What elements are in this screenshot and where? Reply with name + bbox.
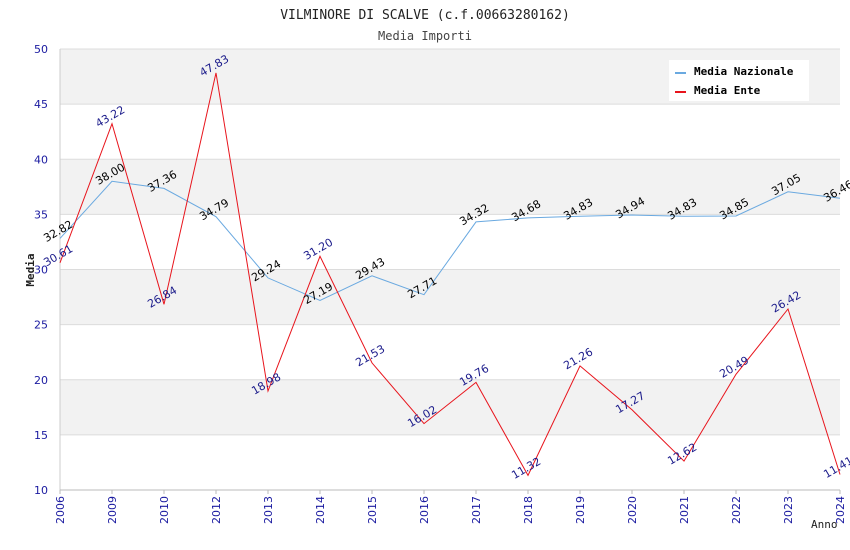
x-tick-label-2018: 2018 xyxy=(522,496,535,524)
x-tick-label-2013: 2013 xyxy=(262,496,275,524)
x-tick-label-2020: 2020 xyxy=(626,496,639,524)
series-line-media-nazionale xyxy=(59,180,841,302)
x-axis-label: Anno xyxy=(811,518,838,531)
legend-box xyxy=(669,60,809,101)
y-tick-labels: 10 15 20 25 30 35 40 45 50 xyxy=(34,43,48,497)
y-tick-label: 30 xyxy=(34,264,48,277)
plot-band xyxy=(60,379,840,435)
legend-label-media-nazionale: Media Nazionale xyxy=(694,65,794,78)
series-line-media-ente xyxy=(59,72,841,477)
y-axis-label: Media xyxy=(24,253,37,286)
axes xyxy=(59,49,841,494)
y-tick-label: 10 xyxy=(34,484,48,497)
y-tick-label: 15 xyxy=(34,429,48,442)
y-tick-label: 45 xyxy=(34,98,48,111)
x-tick-label-2019: 2019 xyxy=(574,496,587,524)
plot-band xyxy=(60,159,840,215)
x-tick-label-2014: 2014 xyxy=(314,496,327,524)
x-tick-label-2017: 2017 xyxy=(470,496,483,524)
x-tick-labels: 2006 2009 2010 2012 2013 2014 2015 2016 2017 2018… xyxy=(54,496,847,524)
y-tick-label: 25 xyxy=(34,319,48,332)
plot-band xyxy=(60,214,840,270)
x-tick-label-2009: 2009 xyxy=(106,496,119,524)
y-tick-label: 40 xyxy=(34,153,48,166)
x-tick-label-2021: 2021 xyxy=(678,496,691,524)
x-tick-label-2015: 2015 xyxy=(366,496,379,524)
x-tick-label-2010: 2010 xyxy=(158,496,171,524)
x-tick-label-2012: 2012 xyxy=(210,496,223,524)
x-tick-label-2023: 2023 xyxy=(782,496,795,524)
plot-bands xyxy=(60,49,840,490)
x-tick-label-2022: 2022 xyxy=(730,496,743,524)
x-tick-label-2024: 2024 xyxy=(834,496,847,524)
series-lines xyxy=(59,72,841,477)
y-tick-label: 50 xyxy=(34,43,48,56)
x-tick-label-2016: 2016 xyxy=(418,496,431,524)
plot-band xyxy=(60,324,840,380)
legend: Media Nazionale Media Ente xyxy=(669,60,809,101)
legend-label-media-ente: Media Ente xyxy=(694,84,761,97)
y-tick-label: 35 xyxy=(34,208,48,221)
chart-title: VILMINORE DI SCALVE (c.f.00663280162) xyxy=(280,8,570,23)
x-tick-label-2006: 2006 xyxy=(54,496,67,524)
plot-band xyxy=(60,104,840,160)
plot-band xyxy=(60,269,840,325)
y-tick-label: 20 xyxy=(34,374,48,387)
chart-subtitle: Media Importi xyxy=(378,29,472,43)
plot-band xyxy=(60,434,840,490)
